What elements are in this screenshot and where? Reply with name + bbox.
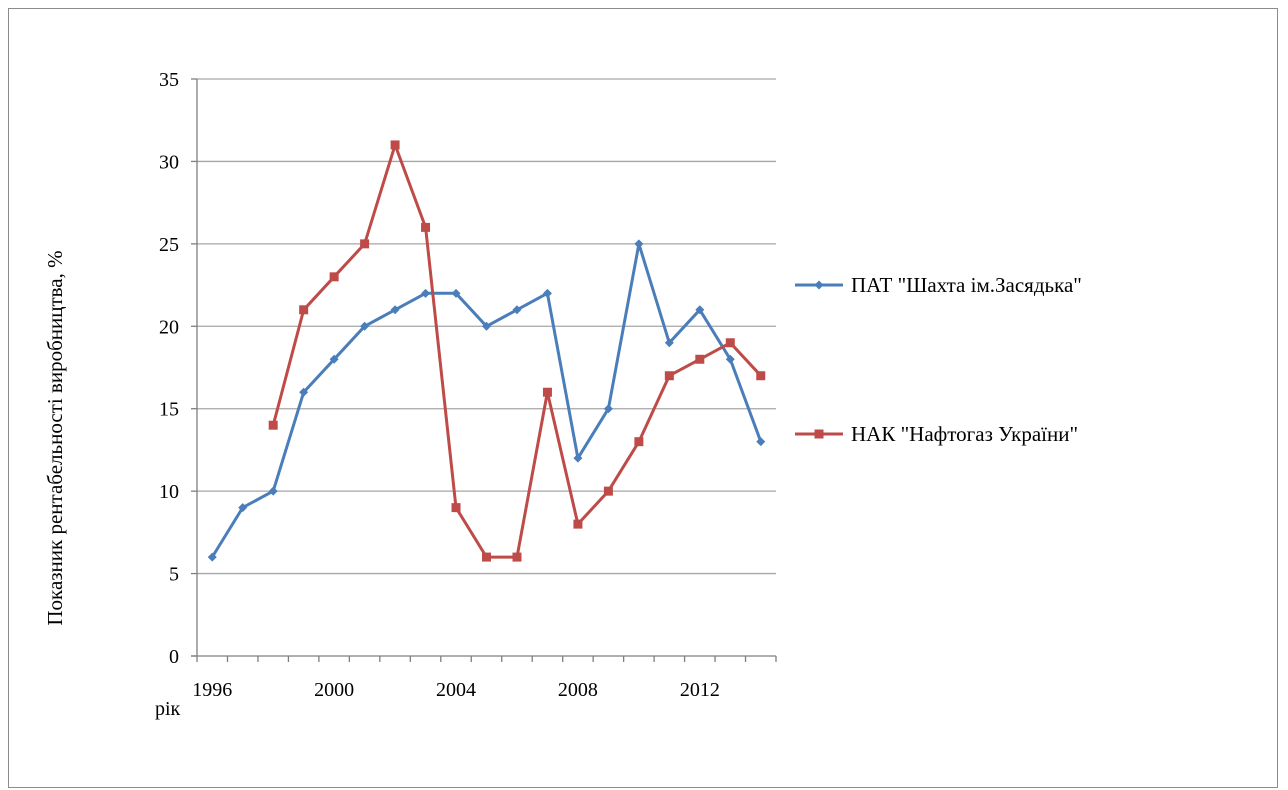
y-tick-label: 35 [159, 69, 179, 91]
data-point-naftogaz [360, 239, 370, 249]
data-point-shakhta [360, 321, 370, 331]
y-tick-label: 10 [159, 481, 179, 503]
y-tick-label: 20 [159, 316, 179, 338]
data-point-naftogaz [725, 338, 735, 348]
data-point-shakhta [573, 453, 583, 463]
data-point-shakhta [421, 288, 431, 298]
data-point-naftogaz [664, 371, 674, 381]
y-tick-label: 15 [159, 399, 179, 421]
gridlines [197, 78, 776, 575]
data-point-naftogaz [390, 140, 400, 150]
y-tick-labels: 0 5 10 15 20 25 30 35 [159, 69, 179, 668]
data-point-naftogaz [512, 552, 522, 562]
data-point-shakhta [512, 305, 522, 315]
data-point-naftogaz [329, 272, 339, 282]
axes [191, 78, 777, 662]
data-point-shakhta [634, 239, 644, 249]
data-point-shakhta [542, 288, 552, 298]
data-point-naftogaz [542, 387, 552, 397]
data-point-shakhta [451, 288, 461, 298]
x-tick-label: 2004 [436, 679, 476, 701]
x-tick-label: 2008 [558, 679, 598, 701]
data-point-shakhta [725, 354, 735, 364]
chart-frame [8, 8, 1278, 788]
data-point-naftogaz [634, 437, 644, 447]
data-point-naftogaz [268, 420, 278, 430]
data-point-shakhta [664, 338, 674, 348]
data-point-shakhta [756, 437, 766, 447]
data-point-shakhta [390, 305, 400, 315]
x-tick-label: 1996 [192, 679, 232, 701]
data-point-shakhta [603, 404, 613, 414]
data-point-naftogaz [451, 503, 461, 513]
series-line-shakhta [210, 242, 763, 558]
y-tick-label: 0 [169, 646, 179, 668]
data-point-shakhta [482, 321, 491, 331]
data-point-shakhta [329, 354, 339, 364]
series-line-naftogaz [271, 143, 762, 559]
y-axis-label: Показник рентабельності виробництва, % [43, 250, 67, 625]
y-tick-label: 30 [159, 151, 179, 173]
legend-marker [814, 280, 824, 290]
x-tick-label: 2012 [680, 679, 720, 701]
legend-label: НАК "Нафтогаз України" [851, 422, 1078, 446]
data-point-shakhta [207, 552, 217, 562]
data-point-naftogaz [756, 371, 766, 381]
legend-marker [814, 429, 824, 439]
y-tick-label: 5 [169, 564, 179, 586]
data-point-naftogaz [299, 305, 309, 315]
data-point-shakhta [268, 486, 278, 496]
data-point-naftogaz [421, 222, 431, 232]
x-tick-labels: 1996 2000 2004 2008 2012 [192, 679, 720, 701]
data-point-shakhta [695, 305, 705, 315]
data-point-shakhta [238, 503, 248, 513]
x-axis-label: рік [155, 698, 181, 720]
data-point-naftogaz [603, 486, 613, 496]
y-tick-label: 25 [159, 234, 179, 256]
legend: ПАТ "Шахта ім.Засядька" НАК "Нафтогаз Укр… [795, 273, 1082, 446]
legend-label: ПАТ "Шахта ім.Засядька" [851, 273, 1082, 297]
data-point-naftogaz [482, 552, 491, 562]
x-tick-label: 2000 [314, 679, 354, 701]
data-point-naftogaz [695, 354, 705, 364]
series-layer [207, 140, 766, 562]
data-point-naftogaz [573, 519, 583, 529]
data-point-shakhta [299, 387, 309, 397]
